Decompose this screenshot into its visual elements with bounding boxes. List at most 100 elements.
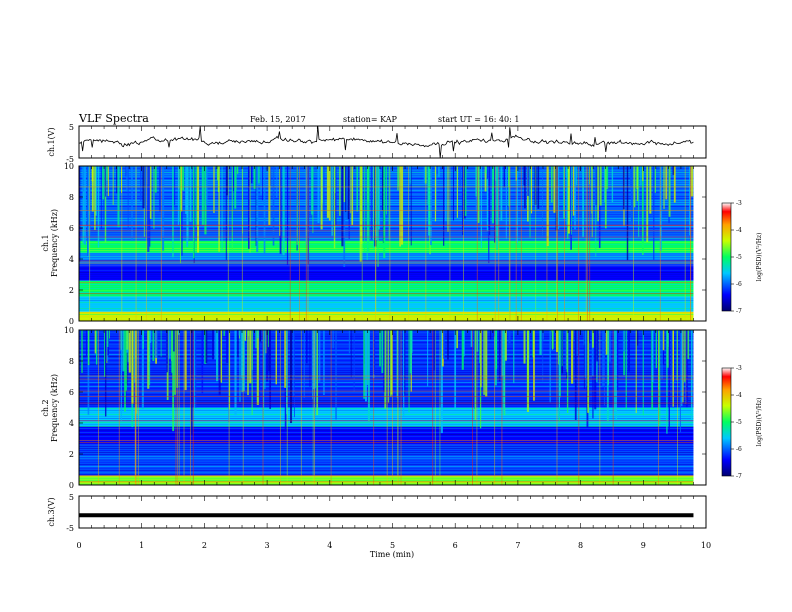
spectrogram-streak	[259, 330, 262, 342]
spectrogram-narrowband	[79, 475, 694, 476]
spectrogram-streak	[91, 166, 94, 212]
spectrogram-row	[79, 482, 694, 483]
spectrogram-row	[79, 294, 694, 295]
spectrogram-streak	[642, 330, 644, 416]
spectrogram-streak	[85, 330, 88, 357]
spectrogram-row	[79, 438, 694, 439]
spectrogram-streak	[456, 330, 459, 349]
spectrogram-streak	[189, 166, 192, 222]
spectrogram-streak	[87, 166, 89, 257]
spectrogram-streak	[622, 330, 625, 352]
spectrogram-streak	[87, 330, 90, 366]
spectrogram-streak	[371, 166, 373, 240]
spectrogram-row	[79, 400, 694, 401]
spectrogram-streak	[523, 166, 526, 186]
spectrogram-streak	[539, 330, 542, 356]
colorbar-tick-label: -4	[736, 392, 742, 399]
spectrogram-streak	[410, 166, 412, 246]
y-tick-label: 10	[64, 326, 74, 335]
spectrogram-streak	[177, 166, 180, 226]
spectrogram-row	[79, 290, 694, 291]
spectrogram-streak	[107, 166, 109, 197]
spectrogram-sferic	[386, 330, 388, 485]
spectrogram-sferic	[305, 166, 307, 321]
spectrogram-sferic	[299, 166, 300, 321]
spectrogram-streak	[160, 330, 162, 357]
spectrogram-streak	[668, 330, 670, 430]
spectrogram-row	[79, 226, 694, 227]
spectrogram-streak	[87, 330, 90, 415]
spectrogram-streak	[409, 330, 412, 374]
spectrogram-streak	[646, 166, 649, 243]
spectrogram-row	[79, 478, 694, 479]
colorbar-tick-label: -3	[736, 365, 742, 372]
spectrogram-streak	[250, 166, 253, 184]
spectrogram-streak	[350, 330, 352, 378]
spectrogram-streak	[502, 330, 505, 415]
spectrogram-streak	[168, 330, 171, 359]
spectrogram-row	[79, 448, 694, 449]
spectrogram-streak	[268, 166, 271, 226]
spectrogram-sferic	[145, 166, 147, 321]
spectrogram-streak	[94, 166, 96, 230]
spectrogram-streak	[142, 330, 144, 349]
spectrogram-streak	[333, 166, 336, 249]
spectrogram-row	[79, 286, 694, 287]
spectrogram-streak	[201, 330, 204, 394]
spectrogram-sferic	[262, 330, 264, 485]
spectrogram-streak	[234, 166, 237, 209]
spectrogram-streak	[232, 166, 235, 192]
spectrogram-streak	[651, 330, 654, 383]
spectrogram-streak	[289, 330, 293, 424]
spectrogram-streak	[404, 330, 406, 396]
x-axis-label: Time (min)	[370, 550, 414, 559]
spectrogram-sferic	[408, 166, 410, 321]
spectrogram-row	[79, 248, 694, 249]
spectrogram-streak	[485, 166, 487, 174]
spectrogram-streak	[251, 330, 253, 370]
spectrogram-row	[79, 236, 694, 237]
spectrogram-streak	[218, 330, 221, 396]
spectrogram-streak	[217, 166, 220, 192]
spectrogram-sferic	[690, 166, 692, 321]
spectrogram-row	[79, 216, 694, 217]
spectrogram-streak	[595, 166, 598, 206]
spectrogram-streak	[551, 166, 553, 203]
spectrogram-streak	[623, 330, 625, 376]
spectrogram-streak	[225, 166, 227, 260]
spectrogram-streak	[685, 330, 688, 408]
spectrogram-sferic	[509, 166, 511, 321]
spectrogram-row	[79, 312, 694, 313]
spectrogram-row	[79, 464, 694, 465]
spectrogram-streak	[345, 166, 347, 213]
colorbar-tick-label: -7	[736, 308, 742, 315]
spectrogram-streak	[498, 330, 501, 382]
spectrogram-streak	[576, 166, 578, 186]
spectrogram-streak	[396, 330, 398, 398]
spectrogram-streak	[665, 166, 668, 200]
spectrogram-sferic	[241, 166, 243, 321]
spectrogram-row	[79, 300, 694, 301]
spectrogram-streak	[470, 330, 473, 347]
y-tick-label: 8	[69, 193, 74, 202]
spectrogram-streak	[204, 330, 207, 364]
spectrogram-row	[79, 256, 694, 257]
spectrogram-sferic	[463, 166, 464, 321]
spectrogram-streak	[527, 166, 530, 197]
spectrogram-streak	[437, 166, 440, 178]
spectrogram-streak	[100, 166, 102, 230]
spectrogram-row	[79, 474, 694, 475]
spectrogram-streak	[640, 166, 642, 186]
spectrogram-narrowband	[79, 260, 694, 262]
spectrogram-streak	[343, 166, 346, 203]
spectrogram-sferic	[183, 330, 185, 485]
spectrogram-streak	[326, 166, 330, 218]
ch2-spec-ylabel-channel: ch.2	[41, 399, 50, 416]
spectrogram-narrowband	[79, 236, 694, 238]
spectrogram-row	[79, 336, 694, 337]
spectrogram-sferic	[578, 166, 580, 321]
spectrogram-row	[79, 408, 694, 409]
start-time-label: start UT = 16: 40: 1	[438, 115, 519, 124]
spectrogram-row	[79, 390, 694, 391]
spectrogram-sferic	[425, 166, 427, 321]
